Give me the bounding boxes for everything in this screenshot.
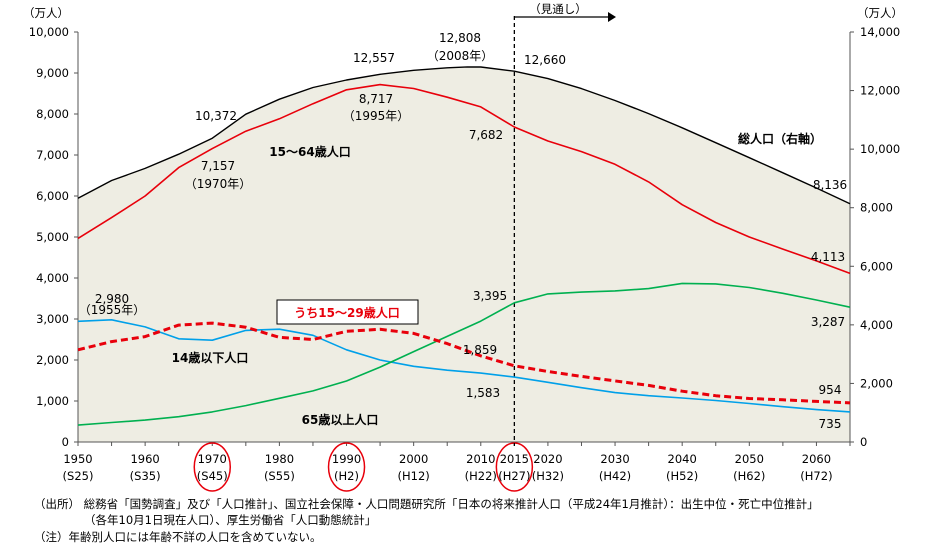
x-tick-label: 2000 — [399, 452, 428, 466]
series-line-3 — [77, 282, 851, 426]
child-label-1955-year: （1955年） — [79, 303, 146, 317]
x-tick-label: 2020 — [533, 452, 562, 466]
x-tick-sublabel: (H27) — [498, 469, 530, 483]
series-lines — [77, 66, 851, 426]
x-tick-sublabel: (H12) — [398, 469, 430, 483]
child-series-name: 14歳以下人口 — [172, 350, 249, 365]
x-tick-sublabel: (H2) — [334, 469, 359, 483]
x-tick-sublabel: (H52) — [666, 469, 698, 483]
elder-series-name: 65歳以上人口 — [302, 412, 379, 427]
total-label-peak: 12,808 — [439, 31, 481, 45]
x-tick-label: 2040 — [668, 452, 697, 466]
x-tick-label: 1950 — [63, 452, 92, 466]
axes: 0 1,000 2,000 3,000 4,000 5,000 6,000 7,000 8,00… — [23, 2, 903, 492]
y-right-tick-label: 12,000 — [860, 84, 900, 98]
y-left-tick-label: 1,000 — [36, 394, 69, 408]
total-label-1995: 12,557 — [353, 51, 395, 65]
child-label-1955: 2,980 — [95, 292, 129, 306]
total-population-area — [78, 66, 850, 443]
x-tick-label: 1980 — [265, 452, 294, 466]
working-label-1970-year: （1970年） — [185, 177, 252, 191]
y-right-tick-label: 2,000 — [860, 376, 893, 390]
total-series-name: 総人口（右軸） — [738, 131, 822, 146]
x-tick-sublabel: (H42) — [599, 469, 631, 483]
x-tick-label: 2010 — [466, 452, 495, 466]
elder-label-end: 3,287 — [811, 315, 845, 329]
y-right-tick-label: 0 — [860, 435, 867, 449]
x-tick-sublabel: (S45) — [197, 469, 228, 483]
y-left-tick-label: 3,000 — [36, 312, 69, 326]
elder-label-2015: 3,395 — [473, 289, 507, 303]
x-tick-sublabel: (H62) — [733, 469, 765, 483]
data-labels: 10,372 12,557 12,808 （2008年） 12,660 8,136 総人口（… — [79, 31, 847, 431]
y-left-tick-label: 5,000 — [36, 230, 69, 244]
working-label-1970: 7,157 — [201, 159, 235, 173]
working-label-2015: 7,682 — [469, 128, 503, 142]
working-label-1995: 8,717 — [359, 92, 393, 106]
working-label-1995-year: （1995年） — [343, 109, 410, 123]
y-right-tick-label: 4,000 — [860, 318, 893, 332]
total-population-fill — [78, 66, 850, 443]
y-right-tick-label: 6,000 — [860, 259, 893, 273]
child-label-end: 735 — [819, 417, 842, 431]
series-line-2 — [77, 318, 851, 413]
x-tick-label: 1960 — [130, 452, 159, 466]
x-tick-sublabel: (H72) — [800, 469, 832, 483]
x-tick-sublabel: (S55) — [264, 469, 295, 483]
highlight-circle — [495, 442, 534, 492]
working-label-end: 4,113 — [811, 250, 845, 264]
y-left-tick-label: 7,000 — [36, 148, 69, 162]
projection-label: （見通し） — [529, 2, 587, 16]
total-label-peak-year: （2008年） — [427, 49, 494, 63]
x-tick-sublabel: (S35) — [130, 469, 161, 483]
projection-arrow-head — [608, 12, 616, 22]
youth-label-end: 954 — [819, 383, 842, 397]
y-left-tick-label: 10,000 — [29, 25, 69, 39]
y-right-unit: （万人） — [857, 6, 903, 20]
series-line-1 — [77, 83, 851, 275]
youth-label-2015: 1,859 — [463, 343, 497, 357]
y-left-tick-label: 8,000 — [36, 107, 69, 121]
source-note-line2: （各年10月1日現在人口）、厚生労働省「人口動態統計」 — [84, 513, 377, 527]
total-label-2015: 12,660 — [524, 53, 566, 67]
highlight-circle — [327, 442, 366, 492]
y-left-tick-label: 6,000 — [36, 189, 69, 203]
x-tick-sublabel: (S25) — [63, 469, 94, 483]
x-tick-label: 2050 — [735, 452, 764, 466]
youth-label-box — [276, 299, 419, 325]
highlight-circle — [193, 442, 232, 492]
x-tick-sublabel: (H22) — [465, 469, 497, 483]
y-left-tick-label: 2,000 — [36, 353, 69, 367]
total-label-1970: 10,372 — [195, 109, 237, 123]
y-left-tick-label: 9,000 — [36, 66, 69, 80]
y-right-tick-label: 14,000 — [860, 25, 900, 39]
y-left-unit: （万人） — [23, 6, 69, 20]
y-right-tick-label: 10,000 — [860, 142, 900, 156]
y-left-tick-label: 0 — [62, 435, 69, 449]
y-right-tick-label: 8,000 — [860, 201, 893, 215]
total-label-end: 8,136 — [813, 178, 847, 192]
series-line-0 — [77, 66, 851, 205]
footnote: （注）年齢別人口には年齢不詳の人口を含めていない。 — [34, 530, 322, 544]
x-tick-label: 1970 — [198, 452, 227, 466]
y-left-tick-label: 4,000 — [36, 271, 69, 285]
series-line-4 — [77, 321, 851, 405]
source-note-line1: （出所） 総務省「国勢調査」及び「人口推計」、国立社会保障・人口問題研究所「日本… — [34, 497, 819, 511]
x-tick-sublabel: (H32) — [532, 469, 564, 483]
x-tick-label: 2060 — [802, 452, 831, 466]
x-tick-label: 2030 — [600, 452, 629, 466]
youth-series-name: うち15〜29歳人口 — [294, 305, 399, 320]
population-chart: 0 1,000 2,000 3,000 4,000 5,000 6,000 7,000 8,00… — [23, 2, 903, 492]
working-series-name: 15〜64歳人口 — [269, 144, 350, 159]
x-tick-label: 1990 — [332, 452, 361, 466]
x-tick-label: 2015 — [500, 452, 529, 466]
child-label-2015: 1,583 — [466, 386, 500, 400]
